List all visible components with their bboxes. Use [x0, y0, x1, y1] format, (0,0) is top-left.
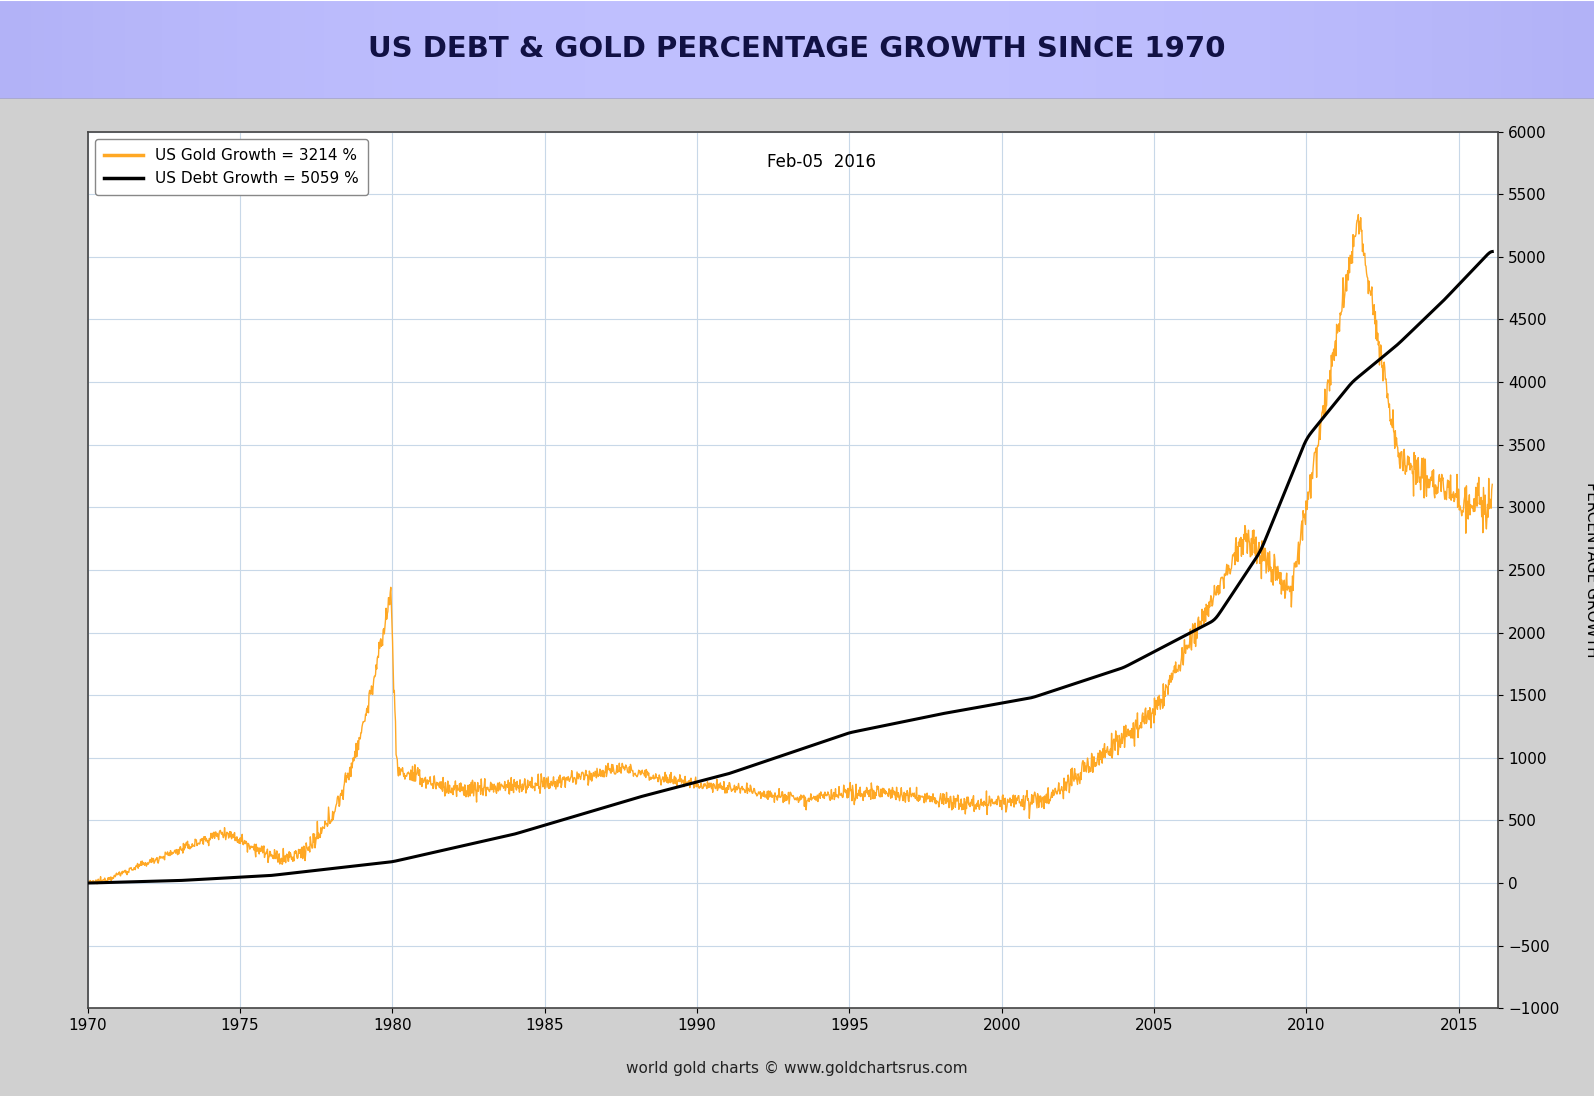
Legend: US Gold Growth = 3214 %, US Debt Growth = 5059 %: US Gold Growth = 3214 %, US Debt Growth … [96, 139, 368, 195]
Text: Feb-05  2016: Feb-05 2016 [767, 153, 875, 171]
Y-axis label: PERCENTAGE GROWTH: PERCENTAGE GROWTH [1584, 482, 1594, 658]
Text: US DEBT & GOLD PERCENTAGE GROWTH SINCE 1970: US DEBT & GOLD PERCENTAGE GROWTH SINCE 1… [368, 35, 1226, 64]
Text: world gold charts © www.goldchartsrus.com: world gold charts © www.goldchartsrus.co… [626, 1061, 968, 1076]
